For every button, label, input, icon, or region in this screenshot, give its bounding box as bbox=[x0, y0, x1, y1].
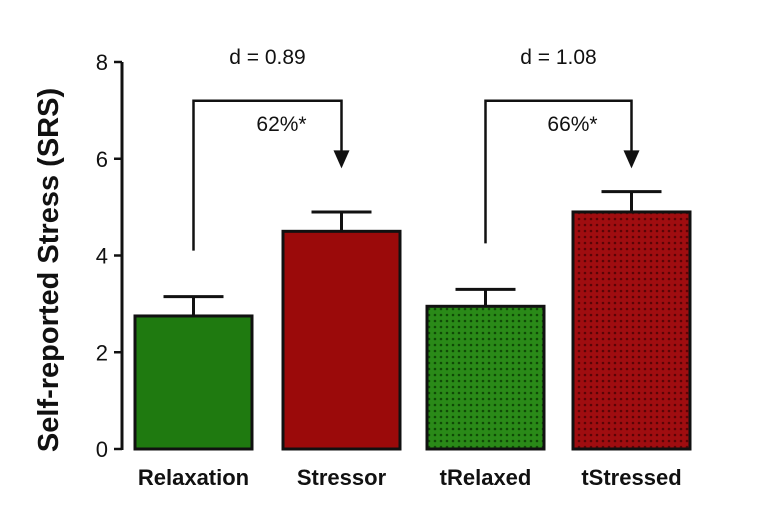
comparison-bracket bbox=[192, 99, 343, 251]
bar-tstressed bbox=[571, 210, 692, 451]
bar-relaxation bbox=[133, 314, 254, 451]
arrow-head bbox=[333, 150, 350, 169]
category-labels: Relaxation Stressor tRelaxed tStressed bbox=[138, 465, 682, 490]
y-axis-label: Self-reported Stress (SRS) bbox=[33, 88, 65, 452]
y-tick-label: 4 bbox=[96, 244, 108, 269]
y-axis: 0 2 4 6 8 bbox=[96, 50, 124, 462]
arrow-head bbox=[623, 150, 640, 169]
bars bbox=[133, 190, 692, 451]
effect-size-label: d = 0.89 bbox=[229, 46, 305, 69]
comparison-bracket bbox=[484, 99, 633, 244]
effect-size-label: d = 1.08 bbox=[520, 46, 596, 69]
percent-label: 62%* bbox=[256, 113, 306, 136]
category-label: Relaxation bbox=[138, 465, 249, 490]
percent-label: 66%* bbox=[547, 113, 597, 136]
y-tick-label: 8 bbox=[96, 50, 108, 75]
category-label: tStressed bbox=[581, 465, 681, 490]
comparison-annotations: d = 0.89 62%* d = 1.08 66%* bbox=[192, 46, 640, 251]
category-label: tRelaxed bbox=[440, 465, 532, 490]
category-label: Stressor bbox=[297, 465, 387, 490]
y-tick-label: 2 bbox=[96, 340, 108, 365]
bar-stressor bbox=[281, 229, 402, 451]
y-tick-label: 6 bbox=[96, 147, 108, 172]
y-tick-label: 0 bbox=[96, 437, 108, 462]
bar-trelaxed bbox=[425, 304, 546, 451]
